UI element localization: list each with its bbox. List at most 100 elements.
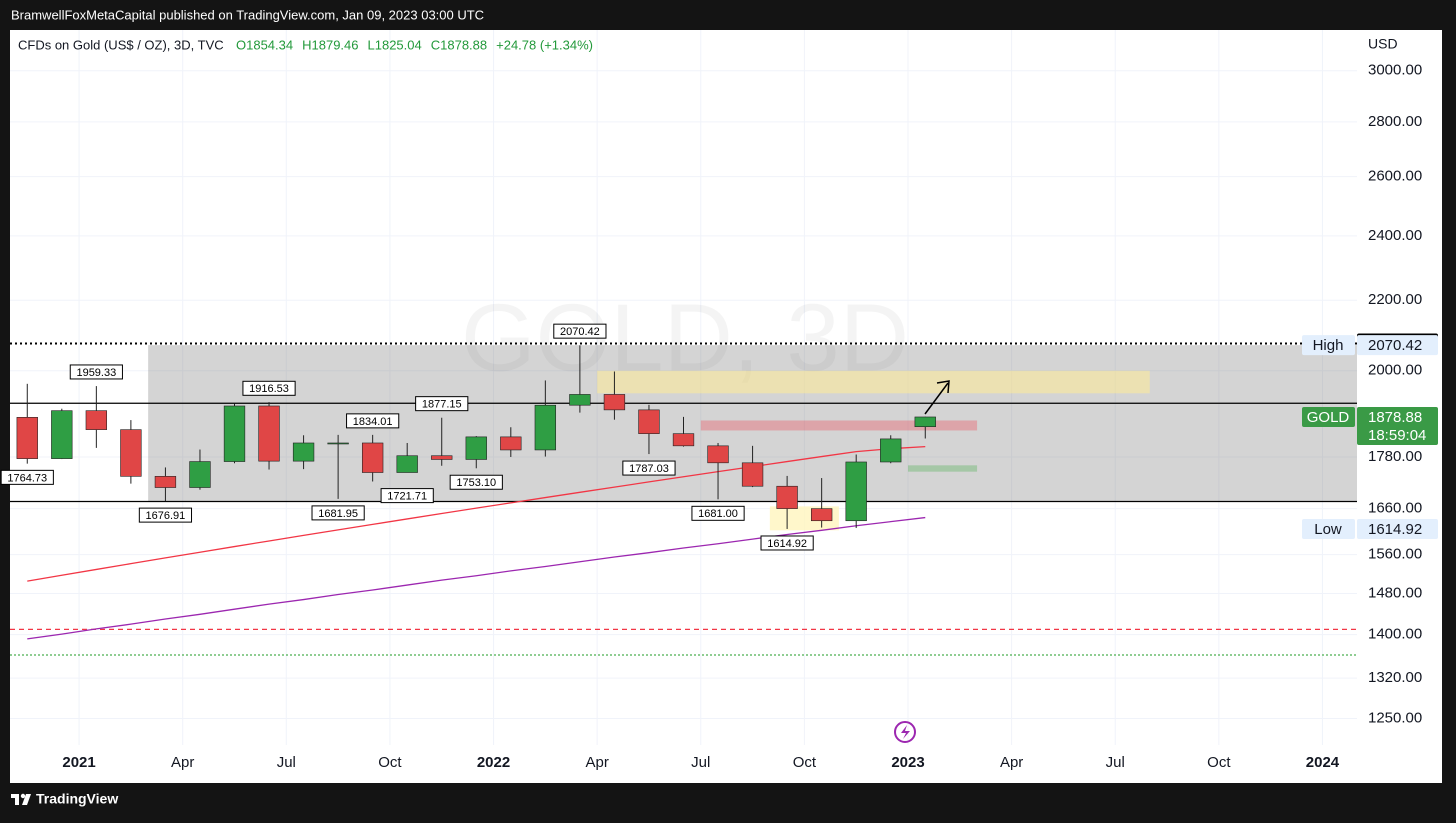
candle-body: [845, 461, 867, 522]
candle-body: [569, 394, 591, 406]
annotation-box: [346, 413, 400, 429]
price-tag-name: Low: [1314, 521, 1342, 538]
x-tick-label: 2021: [62, 754, 95, 771]
brand: TradingView: [36, 791, 118, 807]
zone: [908, 465, 978, 472]
x-tick-label: 2024: [1306, 754, 1340, 771]
candle-body: [327, 442, 349, 445]
zone: [700, 420, 978, 431]
annotation-label: 1959.33: [76, 367, 116, 379]
y-tick-label: 2800.00: [1368, 113, 1422, 130]
candle-body: [707, 445, 729, 464]
chart-area: [10, 30, 1442, 783]
zone: [597, 370, 1150, 394]
annotation-box: [553, 323, 607, 339]
price-tag-name: High: [1313, 337, 1344, 354]
annotation-box: [138, 507, 193, 523]
candle-body: [914, 416, 936, 428]
x-tick-label: Jul: [691, 754, 710, 771]
x-tick-label: Oct: [793, 754, 817, 771]
candle-body: [154, 476, 177, 488]
y-tick-label: 1250.00: [1368, 709, 1422, 726]
candle-body: [361, 442, 384, 473]
annotation-label: 1916.53: [249, 383, 289, 395]
plot: GOLD, 3D1764.731959.331676.911916.531681…: [0, 30, 1358, 745]
x-tick-label: 2022: [477, 754, 510, 771]
candle-body: [51, 410, 73, 459]
price-tag: [1357, 335, 1438, 356]
annotation-box: [69, 364, 123, 380]
candle-body: [638, 409, 660, 434]
x-tick-label: Jul: [277, 754, 296, 771]
price-tag-label: 1614.92: [1368, 521, 1422, 538]
top-bar: [0, 0, 1456, 30]
price-tag: [1357, 406, 1438, 445]
y-tick-label: 2200.00: [1368, 291, 1422, 308]
ohlc-value: O1854.34: [236, 37, 293, 52]
candle-body: [672, 433, 695, 447]
y-tick-label: 1660.00: [1368, 500, 1422, 517]
price-tag-name: GOLD: [1307, 409, 1350, 426]
annotation-label: 1681.95: [318, 508, 358, 520]
ohlc-value: C1878.88: [431, 37, 487, 52]
change: +24.78 (+1.34%): [496, 37, 593, 52]
candle-body: [223, 405, 246, 462]
annotation-label: 1834.01: [353, 416, 393, 428]
annotation-box: [691, 505, 745, 521]
price-tag-name-box: [1302, 406, 1355, 427]
x-tick-label: Oct: [378, 754, 402, 771]
candle-body: [603, 394, 626, 411]
annotation-box: [0, 469, 54, 485]
candle-body: [189, 461, 211, 488]
ma-line: [27, 446, 926, 582]
price-tag-name-box: [1302, 518, 1355, 539]
annotation-label: 1877.15: [422, 399, 462, 411]
annotation-box: [415, 396, 469, 412]
annotation-label: 1787.03: [629, 463, 669, 475]
x-tick-label: Oct: [1207, 754, 1231, 771]
price-tag-label: 1878.88: [1368, 409, 1422, 426]
y-tick-label: 1400.00: [1368, 626, 1422, 643]
annotation-box: [622, 460, 676, 476]
candle-body: [396, 455, 418, 473]
x-tick-label: Apr: [1000, 754, 1023, 771]
footer: [0, 783, 1456, 818]
logo: [11, 793, 31, 805]
y-tick-label: 1560.00: [1368, 546, 1422, 563]
annotation-label: 1753.10: [456, 477, 496, 489]
candle-body: [120, 429, 142, 477]
countdown: 18:59:04: [1368, 427, 1426, 444]
candle-body: [741, 462, 764, 487]
y-tick-label: 1780.00: [1368, 448, 1422, 465]
annotation-label: 1681.00: [698, 508, 738, 520]
arrow: [924, 380, 950, 415]
y-tick-label: 2400.00: [1368, 227, 1422, 244]
annotation-label: 1721.71: [387, 491, 427, 503]
candle-body: [16, 417, 38, 459]
ohlc-value: H1879.46: [302, 37, 358, 52]
symbol: CFDs on Gold (US$ / OZ), 3D, TVC: [18, 37, 224, 52]
annotation-box: [311, 505, 365, 521]
publisher: BramwellFoxMetaCapital published on Trad…: [11, 7, 484, 22]
x-tick-label: Apr: [171, 754, 194, 771]
y-tick-label: 2000.00: [1368, 362, 1422, 379]
y-tick-label: 3000.00: [1368, 62, 1422, 79]
annotation-label: 1614.92: [767, 538, 807, 550]
y-tick-label: 1480.00: [1368, 584, 1422, 601]
currency: USD: [1368, 36, 1398, 52]
annotation-box: [242, 380, 296, 396]
candle-body: [465, 436, 487, 460]
candle-body: [85, 410, 108, 430]
annotation-box: [449, 474, 503, 490]
candle-body: [258, 405, 280, 462]
annotation-label: 1676.91: [146, 510, 186, 522]
x-tick-label: Apr: [585, 754, 608, 771]
x-tick-label: 2023: [891, 754, 924, 771]
annotation-box: [760, 535, 814, 551]
x-tick-label: Jul: [1106, 754, 1125, 771]
y-tick-label: 1320.00: [1368, 669, 1422, 686]
price-tag: [1357, 518, 1438, 539]
candle-body: [810, 508, 833, 522]
